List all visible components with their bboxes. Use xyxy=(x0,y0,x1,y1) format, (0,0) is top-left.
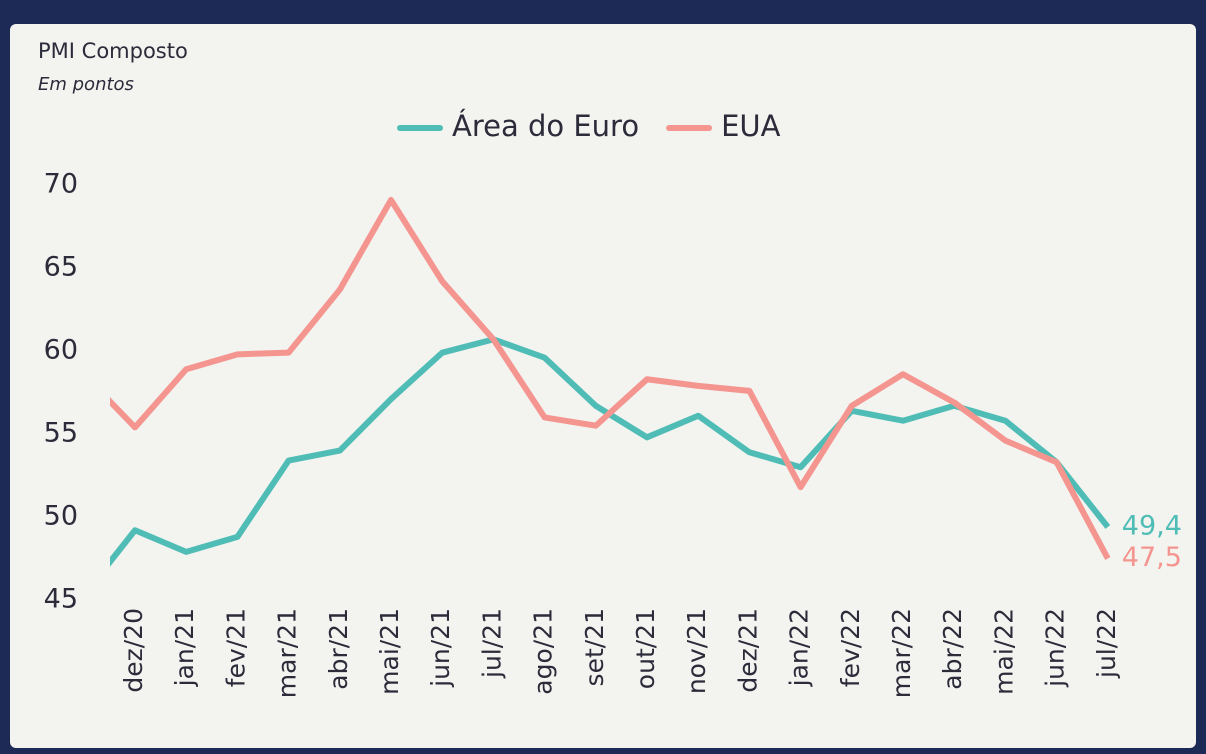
legend-label: EUA xyxy=(721,109,781,143)
x-tick-label: out/21 xyxy=(631,608,660,689)
x-tick-label: abr/21 xyxy=(324,608,353,690)
y-tick-label: 50 xyxy=(44,501,78,532)
series-line xyxy=(110,196,1111,560)
x-tick-label: jul/22 xyxy=(1092,608,1121,679)
y-tick-label: 70 xyxy=(44,169,78,200)
legend-label: Área do Euro xyxy=(452,109,639,143)
x-tick-label: set/21 xyxy=(580,608,609,686)
x-tick-label: jun/22 xyxy=(1041,608,1070,688)
x-tick-label: jan/21 xyxy=(170,608,199,687)
value-label: 47,5 xyxy=(1122,542,1182,573)
panel xyxy=(10,24,1196,748)
x-tick-label: dez/20 xyxy=(119,608,148,693)
plot xyxy=(110,196,1111,567)
chart-subtitle: Em pontos xyxy=(38,74,134,95)
chart-title: PMI Composto xyxy=(38,39,188,63)
x-tick-label: abr/22 xyxy=(938,608,967,690)
x-tick-label: dez/21 xyxy=(733,608,762,693)
x-tick-label: fev/21 xyxy=(221,608,250,687)
y-tick-label: 45 xyxy=(44,584,78,615)
x-tick-label: mai/22 xyxy=(989,608,1018,695)
x-tick-label: jun/21 xyxy=(426,608,455,688)
y-tick-label: 65 xyxy=(44,252,78,283)
x-tick-label: mar/21 xyxy=(273,608,302,698)
x-tick-label: jan/22 xyxy=(785,608,814,687)
y-tick-label: 60 xyxy=(44,335,78,366)
x-tick-label: fev/22 xyxy=(836,608,865,687)
y-tick-label: 55 xyxy=(44,418,78,449)
x-tick-label: mai/21 xyxy=(375,608,404,695)
x-tick-label: mar/22 xyxy=(887,608,916,698)
value-label: 49,4 xyxy=(1122,510,1182,541)
x-tick-label: jul/21 xyxy=(477,608,506,679)
x-tick-label: ago/21 xyxy=(529,608,558,695)
series-line xyxy=(110,336,1111,567)
x-tick-label: nov/21 xyxy=(682,608,711,694)
